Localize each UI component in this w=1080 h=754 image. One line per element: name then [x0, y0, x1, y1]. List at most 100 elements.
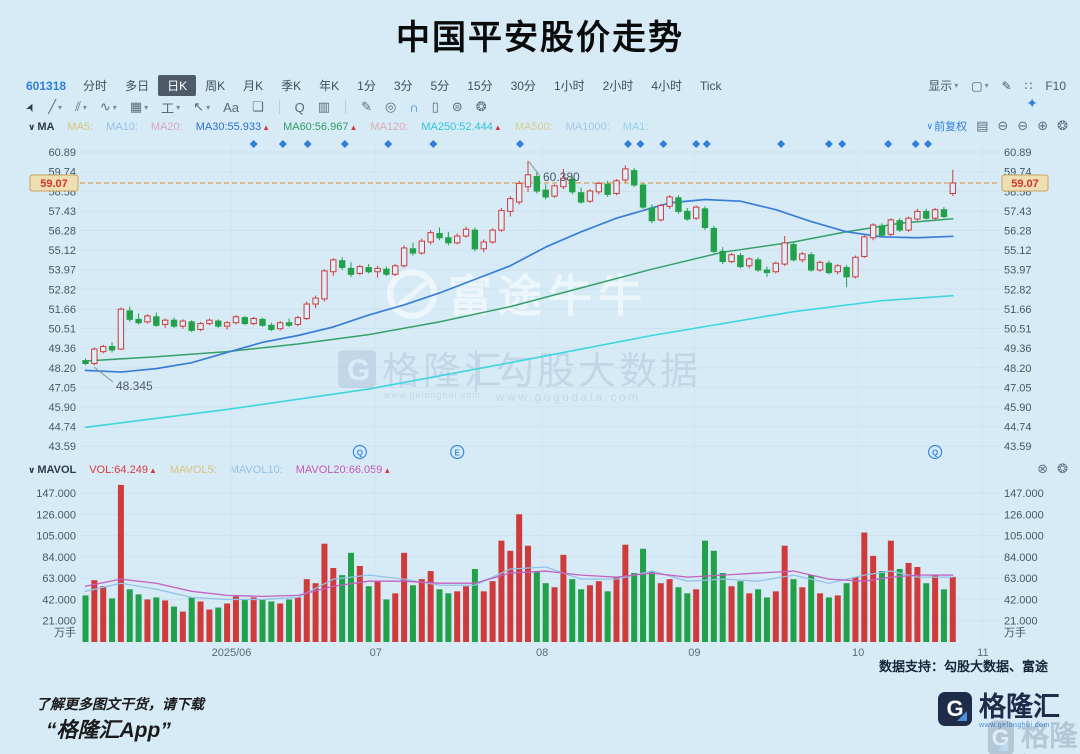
price-tick-left: 43.59 — [48, 441, 76, 453]
period-tabs: 分时 多日 日K 周K 月K 季K 年K 1分 3分 5分 15分 30分 1小时 2小时 4小时 Tick — [74, 75, 731, 96]
announcement-diamond-icon[interactable] — [303, 140, 312, 148]
indicator-vol[interactable]: VOL:64.249▲ — [89, 464, 157, 476]
announcement-diamond-icon[interactable] — [516, 140, 525, 148]
period-tab-月K[interactable]: 月K — [243, 79, 264, 93]
period-tab-季K[interactable]: 季K — [281, 79, 302, 93]
period-tab-1分[interactable]: 1分 — [357, 79, 376, 93]
indicator-ma20[interactable]: MA20: — [150, 121, 183, 133]
gear-icon[interactable]: ❂ — [475, 99, 487, 114]
volume-bar — [498, 540, 505, 642]
adjust-mode-dropdown[interactable]: ∨ 前复权 — [926, 120, 968, 134]
indicator-mavol20[interactable]: MAVOL20:66.059▲ — [295, 464, 392, 476]
wave-icon[interactable]: ∿ ▾ — [99, 99, 117, 114]
display-dropdown[interactable]: 显示 ▾ — [928, 79, 959, 93]
stock-code[interactable]: 601318 — [26, 78, 67, 93]
period-tab-2小时[interactable]: 2小时 — [602, 79, 634, 93]
announcement-diamond-icon[interactable] — [624, 140, 633, 148]
announcement-diamond-icon[interactable] — [911, 140, 920, 148]
price-tick-left: 56.28 — [48, 225, 76, 237]
price-tick-left: 45.90 — [48, 402, 76, 414]
announcement-diamond-icon[interactable] — [278, 140, 287, 148]
search-icon[interactable]: Q — [294, 99, 305, 115]
indicator-ma120[interactable]: MA120: — [370, 121, 409, 133]
f10-button[interactable]: F10 — [1045, 78, 1066, 93]
indicator-mavol5[interactable]: MAVOL5: — [169, 464, 217, 476]
period-tab-5分[interactable]: 5分 — [430, 79, 450, 93]
volume-bar — [799, 587, 806, 642]
comment-icon[interactable]: ❏ — [251, 99, 264, 114]
close-pane-icon[interactable]: ⊗ — [1037, 461, 1049, 476]
announcement-diamond-icon[interactable] — [838, 140, 847, 148]
announcement-diamond-icon[interactable] — [249, 140, 258, 148]
period-tab-30分[interactable]: 30分 — [510, 79, 536, 93]
text-icon[interactable]: Aa — [223, 99, 239, 115]
period-tab-Tick[interactable]: Tick — [700, 78, 722, 93]
event-marker[interactable]: Q — [352, 444, 367, 460]
period-tab-周K[interactable]: 周K — [205, 79, 226, 93]
price-tick-left: 49.36 — [48, 343, 76, 355]
volume-bar — [82, 595, 89, 642]
announcement-diamond-icon[interactable] — [340, 140, 349, 148]
announcement-diamond-icon[interactable] — [636, 140, 645, 148]
candle-body — [135, 318, 142, 324]
indicator-ma60[interactable]: MA60:56.967▲ — [283, 121, 358, 133]
price-tick-left: 48.20 — [48, 363, 76, 375]
pattern-icon[interactable]: ▦ ▾ — [129, 99, 149, 114]
period-tab-3分[interactable]: 3分 — [393, 79, 413, 93]
channel-icon[interactable]: ⫽ ▾ — [75, 99, 87, 114]
expand-icon[interactable]: ∷ — [1024, 78, 1033, 93]
indicator-mavol10[interactable]: MAVOL10: — [229, 464, 283, 476]
magnet-icon[interactable]: ∩ — [409, 99, 419, 115]
period-tab-分时[interactable]: 分时 — [83, 79, 108, 93]
zoom-in-icon[interactable]: ⊕ — [1037, 118, 1049, 133]
announcement-diamond-icon[interactable] — [702, 140, 711, 148]
indicator-ma500[interactable]: MA500: — [514, 121, 553, 133]
indicator-ma1000[interactable]: MA1000: — [565, 121, 610, 133]
period-tab-多日[interactable]: 多日 — [125, 79, 150, 93]
indicator-panel-icon[interactable]: ▤ — [976, 118, 989, 133]
price-label-box — [1001, 174, 1049, 192]
ma60-line — [84, 218, 954, 362]
event-marker[interactable]: Q — [927, 444, 943, 460]
period-tab-4小时[interactable]: 4小时 — [651, 79, 682, 93]
period-tab-1小时[interactable]: 1小时 — [553, 79, 585, 93]
announcement-diamond-icon[interactable] — [429, 140, 438, 148]
announcement-diamond-icon[interactable] — [384, 140, 393, 148]
announcement-diamond-icon[interactable] — [884, 140, 893, 148]
trash-icon[interactable]: ▯ — [431, 99, 439, 114]
announcement-diamond-icon[interactable] — [777, 140, 786, 148]
period-tab-年K[interactable]: 年K — [319, 79, 340, 93]
trendline-icon[interactable]: ╱ ▾ — [48, 99, 63, 114]
target-icon[interactable]: ◎ — [384, 99, 397, 114]
announcement-diamond-icon[interactable] — [924, 140, 933, 148]
collapse-icon[interactable]: ⊖ — [997, 118, 1009, 133]
announcement-diamond-icon[interactable] — [824, 140, 833, 148]
announcement-diamond-icon[interactable] — [659, 140, 668, 148]
indicator-ma250[interactable]: MA250:52.444▲ — [421, 121, 502, 133]
split-icon[interactable]: ⊜ — [451, 99, 463, 114]
pane-settings-icon[interactable]: ❂ — [1057, 118, 1068, 133]
layout-dropdown[interactable]: ▢ ▾ — [971, 78, 989, 93]
indicator-ma5[interactable]: MA5: — [67, 121, 94, 133]
zoom-out-icon[interactable]: ⊖ — [1017, 118, 1029, 133]
arrow-icon[interactable]: ↖ ▾ — [193, 99, 211, 114]
candle-body — [515, 182, 523, 203]
indicator-ma1[interactable]: MA1: — [622, 121, 649, 133]
volume-settings-icon[interactable]: ❂ — [1057, 461, 1068, 476]
candle-body — [701, 208, 709, 229]
ma-toggle[interactable]: ∨ MA — [28, 121, 55, 133]
brush-icon[interactable]: ✎ — [1001, 78, 1012, 93]
pencil-icon[interactable]: ✎ — [361, 99, 372, 114]
announcement-diamond-icon[interactable] — [692, 140, 701, 148]
period-tab-日K[interactable]: 日K — [158, 75, 197, 96]
pin-star-icon[interactable]: ✦ — [1026, 95, 1038, 111]
chart-mode-icon[interactable]: ▥ — [317, 99, 331, 114]
indicator-ma30[interactable]: MA30:55.933▲ — [195, 121, 271, 133]
price-range-icon[interactable]: 工 ▾ — [161, 100, 181, 116]
period-tab-15分[interactable]: 15分 — [467, 79, 493, 93]
event-marker[interactable]: E — [450, 444, 465, 460]
volume-bar — [232, 596, 239, 642]
mavol-toggle[interactable]: ∨ MAVOL — [28, 464, 77, 476]
indicator-ma10[interactable]: MA10: — [106, 121, 138, 133]
